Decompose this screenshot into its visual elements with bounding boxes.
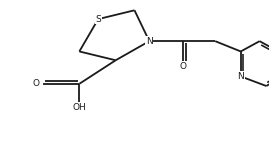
Text: OH: OH xyxy=(72,103,86,112)
Text: S: S xyxy=(95,15,101,24)
Text: O: O xyxy=(32,79,39,88)
Text: O: O xyxy=(179,62,186,71)
Text: N: N xyxy=(146,37,153,46)
Text: N: N xyxy=(237,72,244,81)
